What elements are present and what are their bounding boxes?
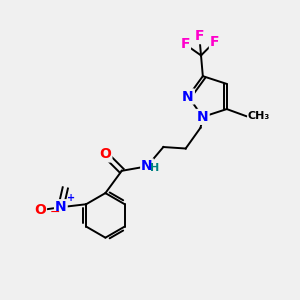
Text: O: O: [100, 148, 111, 161]
Text: O: O: [34, 203, 46, 217]
Text: N: N: [182, 89, 194, 103]
Text: +: +: [67, 193, 75, 203]
Text: CH₃: CH₃: [248, 111, 270, 121]
Text: H: H: [150, 163, 160, 173]
Text: N: N: [55, 200, 67, 214]
Text: F: F: [195, 29, 204, 43]
Text: F: F: [180, 37, 190, 51]
Text: N: N: [197, 110, 208, 124]
Text: N: N: [141, 159, 153, 173]
Text: F: F: [210, 35, 219, 49]
Text: −: −: [50, 206, 60, 218]
